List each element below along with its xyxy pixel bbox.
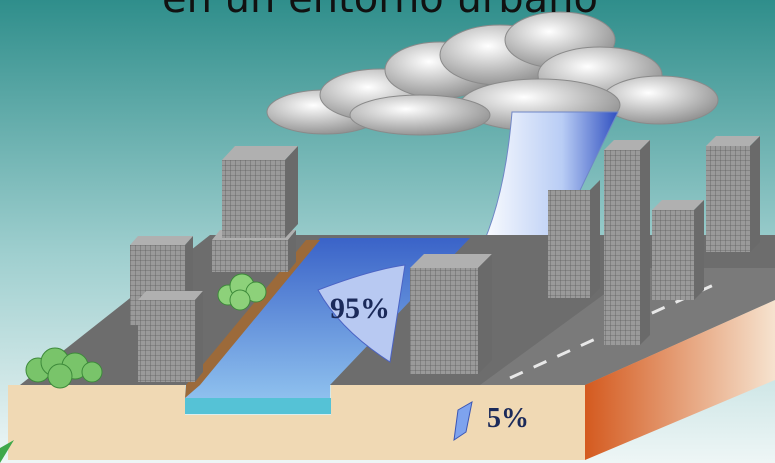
soil-layer [8, 385, 585, 460]
storm-cloud [266, 11, 719, 136]
runoff-percent-label: 95% [330, 292, 390, 325]
river-bank [185, 240, 320, 398]
infiltration-percent-label: 5% [487, 403, 529, 434]
runoff-arrow [317, 264, 406, 363]
bush-left [25, 347, 103, 389]
river-bottom [185, 398, 331, 414]
bush-middle [217, 273, 267, 311]
buildings-right [548, 136, 760, 345]
infiltration-arrow [453, 401, 473, 442]
diagram-title: en un entorno urbano [120, 0, 640, 22]
soil-side [585, 300, 775, 460]
corner-accent [0, 440, 14, 463]
building-center [410, 254, 492, 374]
buildings-left [130, 146, 298, 382]
